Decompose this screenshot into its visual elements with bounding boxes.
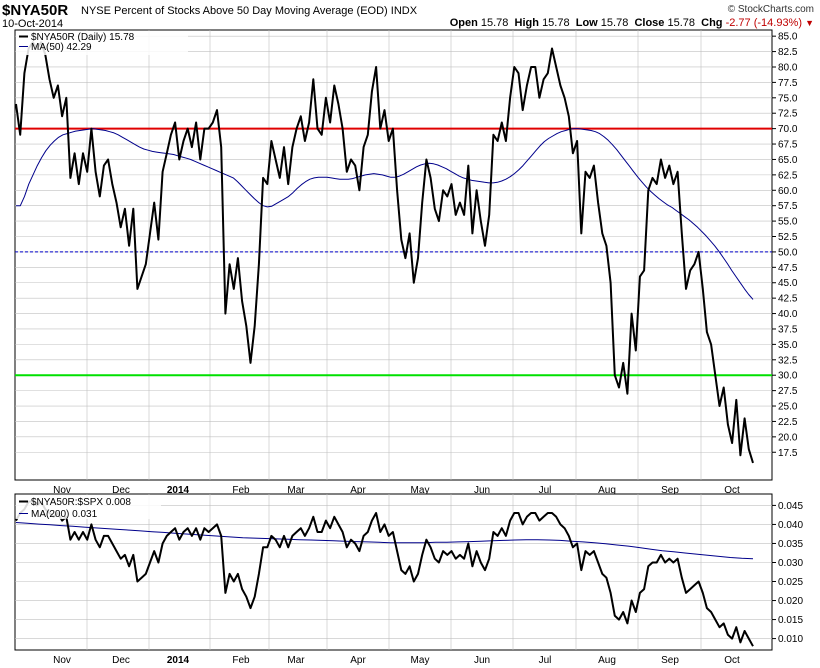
close-label: Close xyxy=(634,17,665,29)
top-xtick-label: Apr xyxy=(350,485,366,496)
top-xtick-label: Dec xyxy=(112,485,130,496)
top-series-price xyxy=(15,41,754,464)
top-legend-label: $NYA50R (Daily) 15.78 xyxy=(31,32,135,43)
bottom-xtick-label: Dec xyxy=(112,655,130,666)
bottom-xtick-label: Feb xyxy=(232,655,250,666)
top-ytick-label: 37.5 xyxy=(778,324,798,335)
top-ytick-label: 42.5 xyxy=(778,294,798,305)
top-xtick-label: Feb xyxy=(232,485,250,496)
top-legend-label: MA(50) 42.29 xyxy=(31,42,92,53)
top-ytick-label: 40.0 xyxy=(778,309,798,320)
top-ytick-label: 77.5 xyxy=(778,78,798,89)
top-xtick-label: Sep xyxy=(661,485,679,496)
top-ytick-label: 62.5 xyxy=(778,170,798,181)
top-ytick-label: 57.5 xyxy=(778,201,798,212)
top-xtick-label: 2014 xyxy=(167,485,190,496)
bottom-xtick-label: May xyxy=(411,655,430,666)
exchange-label: INDX xyxy=(390,5,418,17)
chg-label: Chg xyxy=(701,17,723,29)
open-label: Open xyxy=(449,17,478,29)
low-label: Low xyxy=(575,17,598,29)
bottom-panel: 0.010 0.015 0.020 0.025 0.030 0.035 0.040 0.045… xyxy=(14,493,803,666)
bottom-xtick-label: Aug xyxy=(598,655,616,666)
top-ytick-label: 32.5 xyxy=(778,355,798,366)
bottom-xtick-label: Nov xyxy=(53,655,71,666)
open-value: 15.78 xyxy=(480,17,509,29)
top-ytick-label: 27.5 xyxy=(778,386,798,397)
top-legend-bg xyxy=(16,31,188,55)
chart-description: NYSE Percent of Stocks Above 50 Day Movi… xyxy=(81,5,417,17)
bottom-series-ma xyxy=(15,522,754,560)
top-ytick-label: 45.0 xyxy=(778,278,798,289)
top-ytick-label: 20.0 xyxy=(778,432,798,443)
top-ytick-label: 65.0 xyxy=(778,155,798,166)
symbol-title: $NYA50R xyxy=(2,2,69,19)
bottom-legend-label: MA(200) 0.031 xyxy=(31,509,98,520)
bottom-xtick-label: Sep xyxy=(661,655,679,666)
top-panel: 17.5 20.0 22.5 25.0 27.5 30.0 32.5 35.0 37.5 40.0… xyxy=(14,29,798,496)
top-ytick-label: 47.5 xyxy=(778,263,798,274)
high-value: 15.78 xyxy=(542,17,570,29)
bottom-xtick-label: Jun xyxy=(474,655,490,666)
ohlc-readout: Open 15.78 High 15.78 Low 15.78 Close 15… xyxy=(450,17,814,29)
bottom-ytick-label: 0.040 xyxy=(778,520,803,531)
top-ytick-label: 60.0 xyxy=(778,186,798,197)
top-ytick-label: 82.5 xyxy=(778,47,798,58)
high-label: High xyxy=(514,17,539,29)
bottom-series-price xyxy=(15,500,754,647)
top-xtick-label: Mar xyxy=(287,485,305,496)
top-ytick-label: 55.0 xyxy=(778,217,798,228)
bottom-ytick-label: 0.020 xyxy=(778,596,803,607)
top-ytick-label: 25.0 xyxy=(778,402,798,413)
top-xtick-label: Jun xyxy=(474,485,490,496)
top-ytick-label: 85.0 xyxy=(778,32,798,43)
bottom-ytick-label: 0.015 xyxy=(778,615,803,626)
top-ytick-label: 30.0 xyxy=(778,371,798,382)
top-xtick-label: Nov xyxy=(53,485,71,496)
bottom-xtick-label: Jul xyxy=(539,655,552,666)
top-xtick-label: Oct xyxy=(724,485,740,496)
bottom-xtick-label: Oct xyxy=(724,655,740,666)
top-ytick-label: 80.0 xyxy=(778,62,798,73)
top-ytick-label: 17.5 xyxy=(778,448,798,459)
bottom-ytick-label: 0.010 xyxy=(778,634,803,645)
bottom-ytick-label: 0.035 xyxy=(778,539,803,550)
top-ytick-label: 22.5 xyxy=(778,417,798,428)
brand-watermark: © StockCharts.com xyxy=(727,4,814,15)
bottom-ytick-label: 0.025 xyxy=(778,577,803,588)
bottom-xtick-label: 2014 xyxy=(167,655,190,666)
top-ytick-label: 67.5 xyxy=(778,140,798,151)
top-frame xyxy=(14,29,773,481)
top-xtick-label: Jul xyxy=(539,485,552,496)
top-ytick-label: 72.5 xyxy=(778,109,798,120)
bottom-frame xyxy=(14,493,773,651)
top-ytick-label: 52.5 xyxy=(778,232,798,243)
chart-date: 10-Oct-2014 xyxy=(2,18,64,30)
top-series-ma xyxy=(16,128,754,300)
bottom-xtick-label: Apr xyxy=(350,655,366,666)
top-ytick-label: 50.0 xyxy=(778,247,798,258)
top-ytick-label: 70.0 xyxy=(778,124,798,135)
top-xtick-label: May xyxy=(411,485,430,496)
top-ytick-label: 75.0 xyxy=(778,93,798,104)
description-text: NYSE Percent of Stocks Above 50 Day Movi… xyxy=(81,5,388,17)
chg-value: -2.77 (-14.93%) xyxy=(725,17,803,29)
down-arrow-icon: ▼ xyxy=(805,18,814,28)
top-xtick-label: Aug xyxy=(598,485,616,496)
top-ytick-label: 35.0 xyxy=(778,340,798,351)
bottom-xtick-label: Mar xyxy=(287,655,305,666)
bottom-ytick-label: 0.030 xyxy=(778,558,803,569)
bottom-ytick-label: 0.045 xyxy=(778,501,803,512)
low-value: 15.78 xyxy=(600,17,629,29)
bottom-legend-label: $NYA50R:$SPX 0.008 xyxy=(31,497,131,508)
bottom-legend-bg xyxy=(16,495,161,519)
close-value: 15.78 xyxy=(667,17,695,29)
